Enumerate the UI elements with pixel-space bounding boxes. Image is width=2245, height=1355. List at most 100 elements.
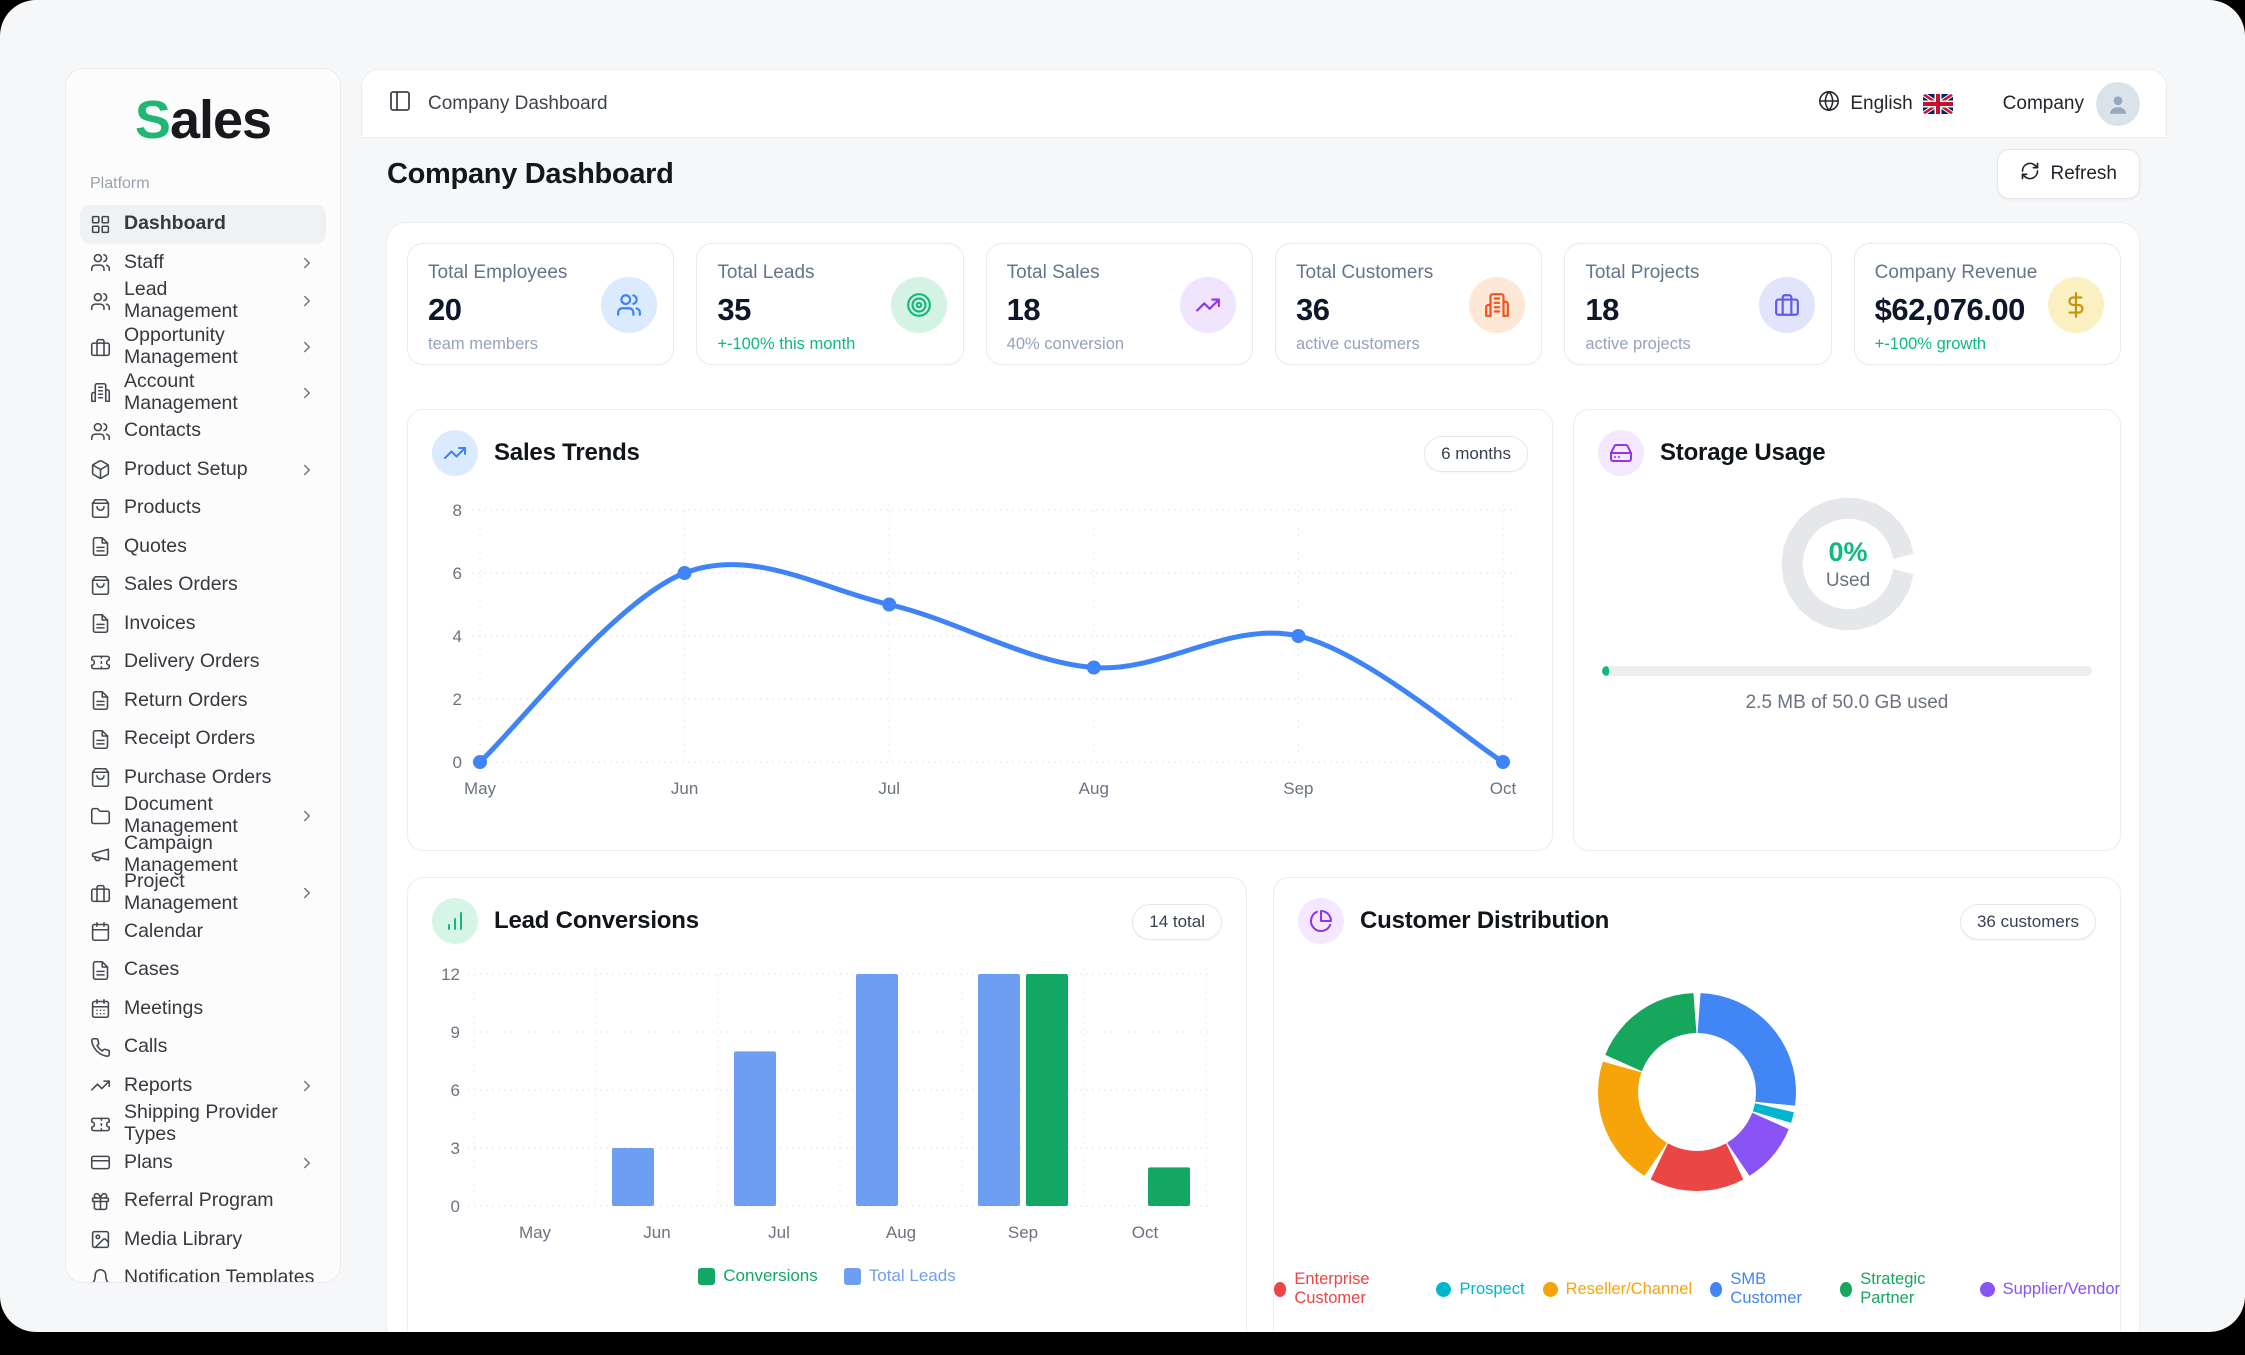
phone-icon (90, 1037, 111, 1058)
stat-card-total-customers: Total Customers 36 active customers (1275, 243, 1543, 365)
account-menu[interactable]: Company (2003, 81, 2140, 126)
file-icon (90, 613, 111, 634)
legend-item-conversions[interactable]: Conversions (698, 1266, 818, 1286)
trend-icon (1180, 277, 1236, 333)
stat-title: Total Customers (1296, 262, 1434, 283)
svg-text:Oct: Oct (1132, 1223, 1159, 1242)
sidebar-item-shipping-provider-types[interactable]: Shipping Provider Types (80, 1102, 326, 1145)
storage-usage-panel: Storage Usage 0% Used 2.5 MB of 50.0 GB … (1573, 409, 2121, 851)
sidebar-item-quotes[interactable]: Quotes (80, 528, 326, 567)
breadcrumb-label: Company Dashboard (428, 92, 608, 114)
legend-item-supplier-vendor[interactable]: Supplier/Vendor (1979, 1280, 2120, 1299)
target-icon (890, 277, 947, 333)
sidebar-item-plans[interactable]: Plans (80, 1144, 326, 1183)
sidebar-item-campaign-management[interactable]: Campaign Management (80, 832, 326, 876)
calendar-icon (90, 921, 111, 942)
sidebar-item-sales-orders[interactable]: Sales Orders (80, 566, 326, 605)
sidebar-item-cases[interactable]: Cases (80, 951, 326, 990)
sidebar-item-product-setup[interactable]: Product Setup (80, 451, 326, 490)
sidebar-item-reports[interactable]: Reports (80, 1067, 326, 1106)
legend-item-reseller-channel[interactable]: Reseller/Channel (1542, 1280, 1692, 1299)
chevron-right-icon (298, 1077, 316, 1095)
svg-text:6: 6 (451, 1081, 460, 1100)
legend-swatch (698, 1267, 716, 1285)
page-title: Company Dashboard (387, 157, 674, 190)
legend-item-smb-customer[interactable]: SMB Customer (1710, 1270, 1822, 1308)
sidebar-item-calendar[interactable]: Calendar (80, 913, 326, 952)
storage-used-label: Used (1825, 569, 1871, 591)
legend-item-prospect[interactable]: Prospect (1436, 1280, 1525, 1299)
app-logo: Sales (134, 90, 272, 150)
sidebar-item-document-management[interactable]: Document Management (80, 794, 326, 837)
sidebar-item-account-management[interactable]: Account Management (80, 370, 326, 414)
bar-chart-legend: Conversions Total Leads (408, 1266, 1246, 1286)
svg-text:May: May (519, 1223, 552, 1242)
sidebar-item-receipt-orders[interactable]: Receipt Orders (80, 720, 326, 759)
sidebar-item-media-library[interactable]: Media Library (80, 1221, 326, 1260)
stat-card-total-projects: Total Projects 18 active projects (1564, 243, 1832, 365)
file-icon (90, 536, 111, 557)
sidebar-item-contacts[interactable]: Contacts (80, 412, 326, 451)
title-row: Company Dashboard Refresh (387, 148, 2140, 200)
language-label: English (1850, 92, 1913, 114)
stat-card-company-revenue: Company Revenue $62,076.00 +-100% growth (1853, 243, 2121, 365)
legend-item-strategic-partner[interactable]: Strategic Partner (1839, 1270, 1962, 1308)
legend-label: SMB Customer (1730, 1270, 1802, 1307)
svg-text:Jun: Jun (671, 779, 698, 798)
stats-row: Total Employees 20 team members Total Leads… (407, 243, 2121, 365)
chevron-right-icon (298, 461, 316, 479)
customers-badge: 36 customers (1959, 904, 2096, 940)
chevron-right-icon (298, 384, 316, 402)
legend-swatch (843, 1267, 861, 1285)
sidebar-item-label: Media Library (124, 1227, 243, 1250)
svg-text:2: 2 (453, 690, 462, 709)
sidebar-item-invoices[interactable]: Invoices (80, 605, 326, 644)
stat-title: Company Revenue (1874, 262, 2038, 283)
sidebar-item-label: Calls (124, 1035, 168, 1058)
legend-label: Total Leads (868, 1266, 956, 1285)
trend-icon (432, 430, 478, 476)
refresh-button[interactable]: Refresh (1997, 149, 2140, 199)
stat-subtitle: team members (428, 335, 539, 353)
lead-conversions-chart: 0 3 6 9 12 May Jun Jul Aug Sep Oct (441, 965, 1212, 1242)
sidebar-item-opportunity-management[interactable]: Opportunity Management (80, 321, 326, 374)
building-icon (90, 382, 111, 403)
svg-text:3: 3 (451, 1139, 460, 1158)
svg-text:Aug: Aug (1079, 779, 1109, 798)
stat-subtitle: 40% conversion (1006, 335, 1125, 353)
sidebar-item-delivery-orders[interactable]: Delivery Orders (80, 643, 326, 682)
sidebar-item-label: Cases (124, 958, 180, 981)
sidebar-item-products[interactable]: Products (80, 489, 326, 528)
legend-swatch (1436, 1281, 1452, 1297)
sidebar-item-referral-program[interactable]: Referral Program (80, 1182, 326, 1221)
chevron-right-icon (298, 254, 316, 272)
sidebar-item-label: Dashboard (124, 212, 226, 235)
sidebar-item-label: Lead Management (124, 278, 238, 323)
sidebar-item-calls[interactable]: Calls (80, 1028, 326, 1067)
sidebar-item-notification-templates[interactable]: Notification Templates (80, 1259, 326, 1282)
topbar: Company Dashboard English Company (361, 69, 2167, 138)
stat-card-total-employees: Total Employees 20 team members (407, 243, 675, 365)
storage-ring: 0% Used (1781, 497, 1915, 631)
stat-value: 18 (1006, 292, 1041, 327)
hard-drive-icon (1598, 430, 1644, 476)
chevron-right-icon (298, 292, 316, 310)
sidebar-item-project-management[interactable]: Project Management (80, 871, 326, 914)
sidebar-item-return-orders[interactable]: Return Orders (80, 682, 326, 721)
sidebar-item-lead-management[interactable]: Lead Management (80, 278, 326, 323)
sidebar-item-dashboard[interactable]: Dashboard (80, 205, 326, 244)
sidebar-item-purchase-orders[interactable]: Purchase Orders (80, 759, 326, 798)
stat-subtitle: active customers (1296, 335, 1420, 353)
sidebar-toggle-icon[interactable] (388, 89, 412, 119)
legend-item-enterprise-customer[interactable]: Enterprise Customer (1274, 1270, 1418, 1308)
stat-title: Total Employees (428, 262, 568, 283)
panel-title: Customer Distribution (1360, 907, 1610, 934)
svg-text:12: 12 (441, 965, 460, 984)
bell-icon (90, 1268, 111, 1282)
panel-title: Sales Trends (494, 439, 640, 466)
legend-item-total-leads[interactable]: Total Leads (843, 1266, 956, 1286)
sidebar-item-staff[interactable]: Staff (80, 244, 326, 283)
language-selector[interactable]: English (1818, 90, 1953, 118)
sidebar-item-meetings[interactable]: Meetings (80, 990, 326, 1029)
stat-value: 20 (428, 292, 462, 327)
